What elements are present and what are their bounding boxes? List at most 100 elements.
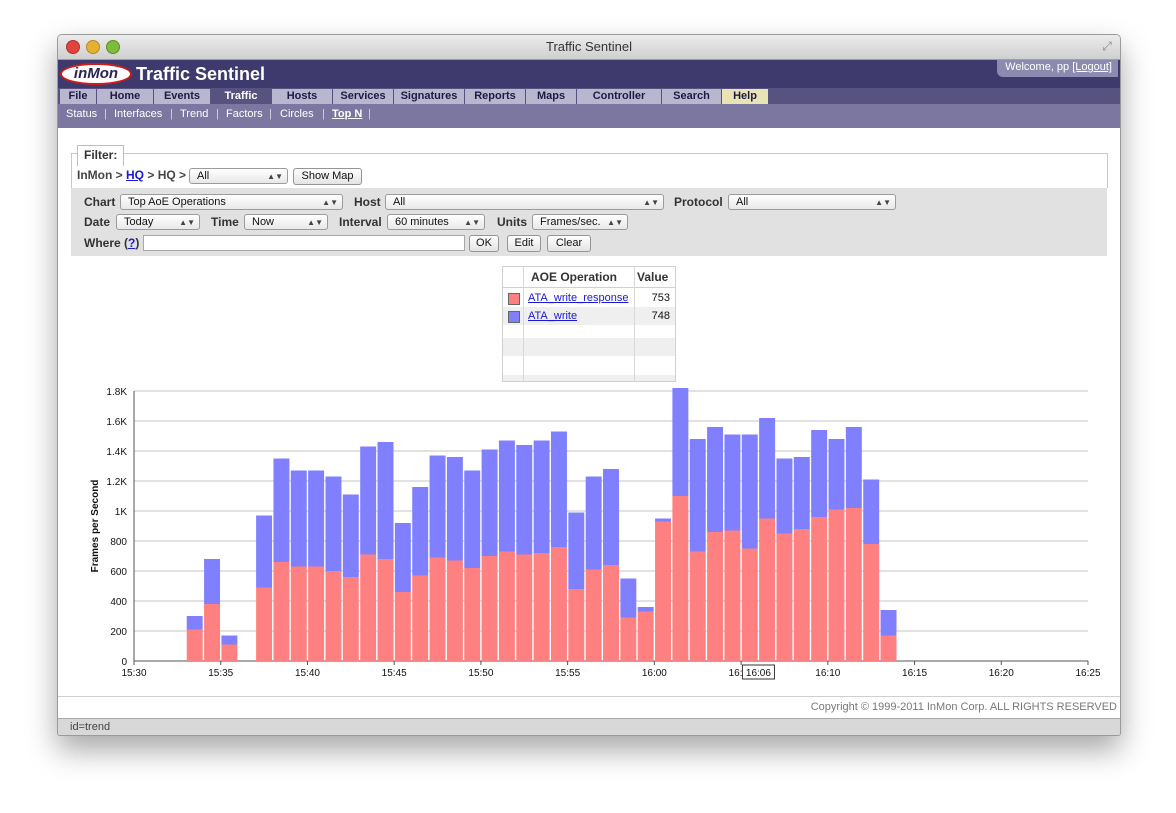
fullscreen-icon[interactable]: ⤢ xyxy=(1102,39,1112,53)
where-label: Where (?) xyxy=(84,236,139,250)
zoom-window-button[interactable] xyxy=(106,40,120,54)
host-label: Host xyxy=(354,195,381,209)
x-tick-label: 15:50 xyxy=(468,668,493,679)
units-select[interactable]: Frames/sec. ▲▼ xyxy=(532,214,628,230)
bar-ata-write xyxy=(342,494,359,577)
bar-ata-write xyxy=(863,479,880,544)
x-tick-label: 15:40 xyxy=(295,668,320,679)
browser-window: Traffic Sentinel ⤢ inMon Traffic Sentine… xyxy=(57,34,1121,736)
title-bar: Traffic Sentinel ⤢ xyxy=(58,35,1120,60)
bar-ata-write xyxy=(603,469,619,565)
edit-button[interactable]: Edit xyxy=(507,235,541,252)
updown-arrow-icon: ▲▼ xyxy=(643,198,659,207)
bar-ata-write-response xyxy=(724,530,741,661)
bar-ata-write-response xyxy=(759,518,776,661)
show-map-button[interactable]: Show Map xyxy=(293,168,362,185)
bar-ata-write-response xyxy=(429,557,446,661)
x-tick-label: 16:10 xyxy=(815,668,840,679)
bar-ata-write xyxy=(412,487,429,576)
updown-arrow-icon: ▲▼ xyxy=(607,218,623,227)
bar-ata-write xyxy=(221,635,238,645)
submenu-separator: | xyxy=(322,108,325,120)
protocol-select[interactable]: All ▲▼ xyxy=(728,194,896,210)
submenu-separator: | xyxy=(104,108,107,120)
bar-ata-write xyxy=(464,470,481,568)
app-title: Traffic Sentinel xyxy=(136,64,266,84)
menu-maps[interactable]: Maps xyxy=(526,89,576,104)
chart-select-value: Top AoE Operations xyxy=(128,196,226,208)
filter-breadcrumb: InMon > HQ > HQ > xyxy=(77,168,186,182)
bar-ata-write xyxy=(498,440,515,552)
where-help-link[interactable]: ? xyxy=(128,236,136,250)
bar-ata-write-response xyxy=(741,548,758,661)
legend-link-ata-write-response[interactable]: ATA_write_response xyxy=(528,292,629,304)
filter-select[interactable]: All ▲▼ xyxy=(189,168,288,184)
menu-help[interactable]: Help xyxy=(722,89,768,104)
welcome-text: Welcome, pp xyxy=(1005,61,1070,73)
bar-ata-write xyxy=(828,439,845,510)
trend-chart: 0 200 400 600 800 1K 1.2K 1.4K 1.6K 1.8K Frames pe… xyxy=(90,387,1100,680)
interval-label: Interval xyxy=(339,215,382,229)
submenu-status[interactable]: Status xyxy=(66,108,98,120)
bar-ata-write-response xyxy=(394,592,411,661)
y-tick-label: 800 xyxy=(110,537,127,548)
time-select[interactable]: Now ▲▼ xyxy=(244,214,328,230)
legend-col-value: Value xyxy=(637,270,669,284)
menu-reports[interactable]: Reports xyxy=(465,89,525,104)
clear-button[interactable]: Clear xyxy=(547,235,591,252)
legend-col-divider xyxy=(634,267,635,381)
close-window-button[interactable] xyxy=(66,40,80,54)
welcome-panel: Welcome, pp [Logout] xyxy=(997,60,1118,77)
date-select[interactable]: Today ▲▼ xyxy=(116,214,200,230)
y-tick-label: 1.8K xyxy=(106,387,127,398)
submenu-trend[interactable]: Trend xyxy=(180,108,209,120)
submenu-factors[interactable]: Factors xyxy=(226,108,263,120)
bar-ata-write xyxy=(811,430,828,517)
interval-select[interactable]: 60 minutes ▲▼ xyxy=(387,214,485,230)
bar-ata-write-response xyxy=(603,565,619,661)
minimize-window-button[interactable] xyxy=(86,40,100,54)
bar-ata-write-response xyxy=(204,604,221,661)
y-tick-label: 600 xyxy=(110,567,127,578)
bar-ata-write xyxy=(880,610,897,636)
logout-link[interactable]: [Logout] xyxy=(1072,61,1112,73)
bar-ata-write-response xyxy=(533,553,550,661)
menu-events[interactable]: Events xyxy=(154,89,210,104)
protocol-select-value: All xyxy=(736,196,749,208)
menu-traffic[interactable]: Traffic xyxy=(211,89,271,104)
submenu-circles[interactable]: Circles xyxy=(280,108,314,120)
bar-ata-write xyxy=(759,418,776,519)
chart-select[interactable]: Top AoE Operations ▲▼ xyxy=(120,194,343,210)
inmon-logo: inMon xyxy=(60,63,132,85)
bar-ata-write-response xyxy=(308,566,325,661)
bar-ata-write xyxy=(568,512,585,589)
menu-search[interactable]: Search xyxy=(662,89,721,104)
submenu-interfaces[interactable]: Interfaces xyxy=(114,108,163,120)
menu-hosts[interactable]: Hosts xyxy=(272,89,332,104)
bar-ata-write-response xyxy=(689,551,706,661)
menu-services[interactable]: Services xyxy=(333,89,393,104)
bar-ata-write-response xyxy=(446,560,463,661)
bar-ata-write xyxy=(325,476,342,571)
legend-swatch-blue xyxy=(508,311,520,323)
host-select[interactable]: All ▲▼ xyxy=(385,194,664,210)
where-input[interactable] xyxy=(143,235,465,251)
updown-arrow-icon: ▲▼ xyxy=(179,218,195,227)
crumb-hq-link[interactable]: HQ xyxy=(126,168,145,182)
menu-controller[interactable]: Controller xyxy=(577,89,661,104)
ok-button[interactable]: OK xyxy=(469,235,499,252)
submenu-top-n[interactable]: Top N xyxy=(332,108,363,120)
footer-divider xyxy=(58,696,1120,697)
menu-file[interactable]: File xyxy=(60,89,96,104)
updown-arrow-icon: ▲▼ xyxy=(322,198,338,207)
legend-link-ata-write[interactable]: ATA_write xyxy=(528,310,578,322)
menu-signatures[interactable]: Signatures xyxy=(394,89,464,104)
status-bar: id=trend xyxy=(58,718,1120,735)
bar-ata-write-response xyxy=(880,635,897,661)
filter-legend: Filter: xyxy=(77,145,125,166)
bar-ata-write xyxy=(446,457,463,561)
y-tick-label: 1.6K xyxy=(106,417,127,428)
bar-ata-write xyxy=(186,616,203,630)
sub-menu: Status | Interfaces | Trend | Factors | … xyxy=(58,104,1120,128)
menu-home[interactable]: Home xyxy=(97,89,153,104)
